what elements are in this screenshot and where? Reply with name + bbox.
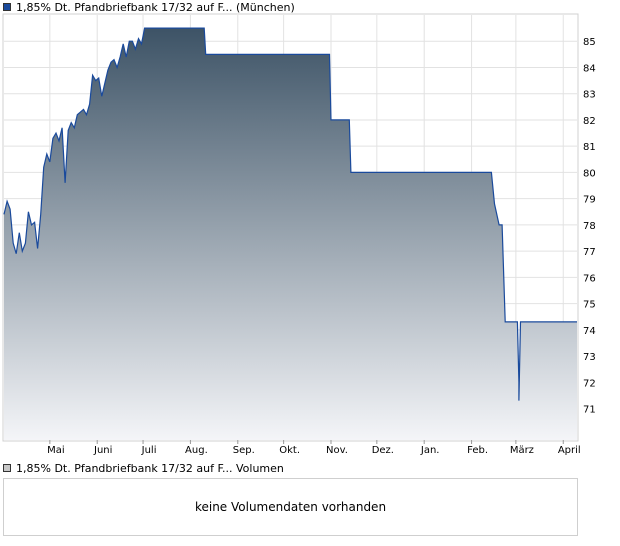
y-tick-label: 73 <box>583 352 596 363</box>
price-line <box>3 27 577 401</box>
price-chart: 71 72 73 74 75 76 77 78 79 80 81 82 83 84 85 Mai Juni Ju… <box>2 13 596 456</box>
x-tick-label: Dez. <box>372 445 394 456</box>
price-legend: 1,85% Dt. Pfandbriefbank 17/32 auf F... … <box>3 0 295 14</box>
x-tick-label: März <box>510 445 534 456</box>
x-tick-label: Juli <box>141 445 157 456</box>
y-axis: 71 72 73 74 75 76 77 78 79 80 81 82 83 84 85 <box>583 37 596 415</box>
volume-legend: 1,85% Dt. Pfandbriefbank 17/32 auf F... … <box>3 461 284 475</box>
price-legend-label: 1,85% Dt. Pfandbriefbank 17/32 auf F... … <box>16 0 295 14</box>
x-tick-label: Mai <box>47 445 65 456</box>
y-tick-label: 76 <box>583 273 596 284</box>
x-tick-label: Juni <box>93 445 112 456</box>
y-tick-label: 84 <box>583 63 596 74</box>
y-tick-label: 77 <box>583 247 596 258</box>
x-tick-label: Jan. <box>420 445 440 456</box>
volume-empty-message: keine Volumendaten vorhanden <box>194 500 387 514</box>
x-tick-label: Okt. <box>279 445 300 456</box>
x-tick-label: Feb. <box>467 445 488 456</box>
x-tick-label: April <box>558 445 581 456</box>
y-tick-label: 75 <box>583 300 596 311</box>
volume-legend-swatch <box>3 464 11 472</box>
x-tick-label: Nov. <box>326 445 348 456</box>
y-tick-label: 78 <box>583 221 596 232</box>
x-tick-label: Sep. <box>233 445 255 456</box>
y-tick-label: 81 <box>583 142 596 153</box>
y-tick-label: 80 <box>583 168 596 179</box>
y-tick-label: 83 <box>583 90 596 101</box>
x-axis: Mai Juni Juli Aug. Sep. Okt. Nov. Dez. Jan. Feb. M… <box>47 440 581 456</box>
y-tick-label: 82 <box>583 116 596 127</box>
price-area <box>4 28 577 440</box>
price-legend-swatch <box>3 3 11 11</box>
y-tick-label: 79 <box>583 195 596 206</box>
volume-panel: keine Volumendaten vorhanden <box>3 478 578 536</box>
x-tick-label: Aug. <box>185 445 208 456</box>
volume-legend-label: 1,85% Dt. Pfandbriefbank 17/32 auf F... … <box>16 461 284 475</box>
y-tick-label: 72 <box>583 378 596 389</box>
y-tick-label: 74 <box>583 326 596 337</box>
y-tick-label: 85 <box>583 37 596 48</box>
y-tick-label: 71 <box>583 405 596 416</box>
